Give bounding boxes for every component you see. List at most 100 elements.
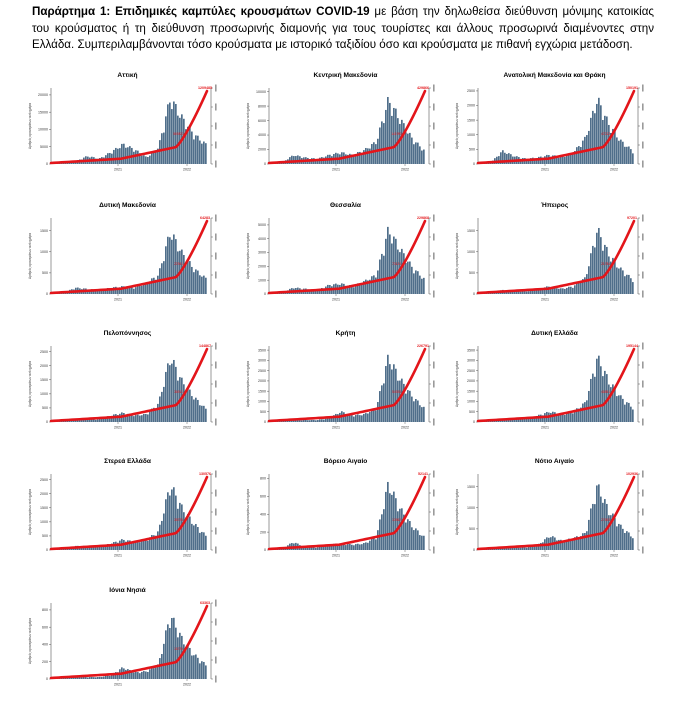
y-axis-label: Αριθμός κρουσμάτων ανά ημέρα [246, 489, 250, 535]
daily-cases-bar [303, 419, 305, 422]
cumulative-cases-line [267, 475, 427, 551]
daily-cases-bar [550, 287, 552, 294]
x-tick-label: 2022 [610, 426, 618, 430]
daily-cases-bar [516, 419, 518, 422]
daily-cases-bar [185, 647, 187, 679]
daily-cases-bar [564, 541, 566, 550]
daily-cases-bar [604, 115, 606, 164]
daily-cases-bar [512, 419, 514, 422]
secondary-y-tick-label [642, 160, 644, 168]
chart-title: Κρήτη [335, 330, 356, 337]
daily-cases-bar [329, 544, 331, 550]
daily-cases-bar [612, 128, 614, 164]
daily-cases-bar [205, 277, 207, 294]
daily-cases-bar [586, 400, 588, 422]
daily-cases-bar [564, 414, 566, 422]
secondary-y-tick-label [433, 252, 435, 260]
y-tick-label: 1000 [258, 278, 266, 282]
daily-cases-bar [572, 154, 574, 164]
daily-cases-bar [335, 543, 337, 550]
daily-cases-bar [149, 155, 151, 164]
daily-cases-bar [562, 156, 564, 164]
daily-cases-bar [520, 547, 522, 550]
daily-cases-bar [135, 541, 137, 550]
daily-cases-bar [115, 286, 117, 294]
secondary-y-tick-label [642, 527, 644, 535]
daily-cases-bar [187, 514, 189, 550]
daily-cases-bar [347, 285, 349, 294]
y-tick-label: 0 [264, 420, 266, 424]
daily-cases-bar [628, 532, 630, 550]
daily-cases-bar [413, 401, 415, 422]
daily-cases-bar [612, 384, 614, 422]
daily-cases-bar [111, 288, 113, 294]
daily-cases-bar [389, 102, 391, 164]
daily-cases-bar [604, 499, 606, 550]
daily-cases-bar [596, 103, 598, 164]
daily-cases-bar [163, 386, 165, 422]
secondary-y-tick-label [642, 103, 644, 111]
x-tick-label: 2022 [183, 426, 191, 430]
daily-cases-bar [568, 411, 570, 422]
daily-cases-bar [512, 547, 514, 550]
x-tick-label: 2022 [401, 426, 409, 430]
daily-cases-bar [187, 644, 189, 679]
daily-cases-bar [600, 366, 602, 422]
caption-label: Παράρτημα 1: [32, 5, 111, 18]
daily-cases-bar [175, 627, 177, 679]
daily-cases-bar [614, 260, 616, 294]
chart-title: Δυτική Ελλάδα [531, 330, 578, 337]
daily-cases-bar [560, 539, 562, 550]
daily-cases-bar [508, 547, 510, 550]
y-tick-label: 3500 [258, 348, 266, 352]
daily-cases-bar [371, 144, 373, 164]
daily-cases-bar [297, 155, 299, 164]
daily-cases-bar [321, 419, 323, 422]
daily-cases-bar [313, 547, 315, 550]
chart-title: Πελοπόννησος [103, 330, 152, 337]
cumulative-mid-value-label: 16720 [174, 647, 183, 651]
daily-cases-bar [355, 285, 357, 294]
cumulative-last-value-label: 144867 [199, 344, 211, 348]
secondary-y-tick-label [215, 399, 217, 407]
secondary-y-tick-label [215, 618, 217, 626]
daily-cases-bar [580, 282, 582, 294]
chart-svg: Αριθμός κρουσμάτων ανά ημέρα 0 500 1000 1500… [28, 342, 217, 430]
daily-cases-bar [620, 395, 622, 422]
daily-cases-bar [582, 533, 584, 550]
daily-cases-bar [167, 236, 169, 294]
daily-cases-bar [355, 544, 357, 550]
daily-cases-bar [349, 413, 351, 422]
y-tick-label: 0 [473, 420, 475, 424]
y-tick-label: 600 [260, 495, 266, 499]
cumulative-mid-value-label: 70124 [392, 262, 401, 266]
daily-cases-bar [133, 151, 135, 164]
daily-cases-bar [383, 123, 385, 164]
daily-cases-bar [191, 396, 193, 422]
daily-cases-bar [307, 420, 309, 422]
daily-cases-bar [373, 275, 375, 294]
daily-cases-bar [191, 523, 193, 550]
daily-cases-bar [592, 245, 594, 294]
secondary-y-tick-label [215, 380, 217, 388]
daily-cases-bar [618, 140, 620, 164]
y-tick-label: 0 [46, 292, 48, 296]
daily-cases-bar [602, 119, 604, 164]
daily-cases-bar [528, 418, 530, 422]
daily-cases-bar [153, 407, 155, 422]
daily-cases-bar [153, 150, 155, 164]
daily-cases-bar [596, 232, 598, 294]
daily-cases-bar [193, 399, 195, 422]
daily-cases-bar [530, 546, 532, 550]
y-tick-label: 1500 [467, 229, 475, 233]
daily-cases-bar [421, 150, 423, 164]
chart-panel: Ανατολική Μακεδονία και Θράκη Αριθμός κρο… [452, 72, 657, 198]
chart-svg: Αριθμός κρουσμάτων ανά ημέρα 0 500 1000 1500… [455, 84, 644, 172]
y-tick-label: 2500 [40, 350, 48, 354]
daily-cases-bar [71, 677, 73, 679]
daily-cases-bar [97, 676, 99, 679]
daily-cases-bar [147, 156, 149, 164]
daily-cases-bar [622, 528, 624, 550]
y-tick-label: 20000 [38, 93, 48, 97]
daily-cases-bar [73, 677, 75, 679]
